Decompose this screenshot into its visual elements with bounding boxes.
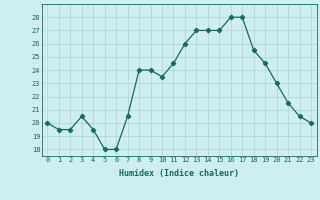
X-axis label: Humidex (Indice chaleur): Humidex (Indice chaleur) xyxy=(119,169,239,178)
